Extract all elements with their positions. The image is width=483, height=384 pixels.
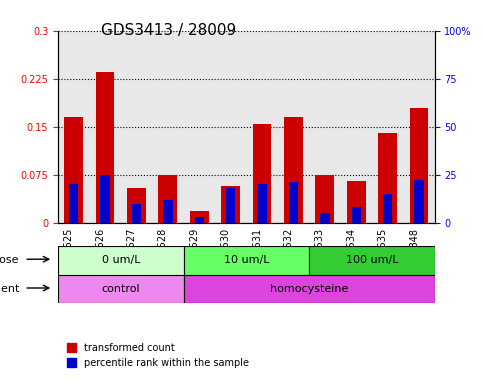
FancyBboxPatch shape bbox=[58, 275, 184, 303]
Bar bbox=[257, 184, 267, 223]
Text: 10 um/L: 10 um/L bbox=[224, 255, 269, 265]
Bar bbox=[352, 207, 361, 223]
Bar bbox=[158, 175, 177, 223]
FancyBboxPatch shape bbox=[58, 246, 184, 275]
Legend: transformed count, percentile rank within the sample: transformed count, percentile rank withi… bbox=[63, 339, 253, 372]
Bar bbox=[190, 211, 209, 223]
Bar bbox=[284, 117, 303, 223]
Bar bbox=[347, 181, 366, 223]
Bar bbox=[378, 133, 397, 223]
Bar bbox=[221, 186, 240, 223]
FancyBboxPatch shape bbox=[184, 275, 435, 303]
Bar bbox=[414, 180, 424, 223]
Bar bbox=[226, 188, 235, 223]
Bar bbox=[100, 175, 110, 223]
Bar bbox=[315, 175, 334, 223]
Bar bbox=[96, 72, 114, 223]
Bar bbox=[69, 184, 78, 223]
Text: homocysteine: homocysteine bbox=[270, 284, 348, 294]
Bar bbox=[253, 124, 271, 223]
Text: GDS3413 / 28009: GDS3413 / 28009 bbox=[101, 23, 237, 38]
Bar bbox=[289, 182, 298, 223]
Text: agent: agent bbox=[0, 284, 19, 294]
Bar bbox=[383, 194, 392, 223]
Text: 0 um/L: 0 um/L bbox=[101, 255, 140, 265]
Bar bbox=[127, 187, 146, 223]
Bar bbox=[64, 117, 83, 223]
Text: 100 um/L: 100 um/L bbox=[346, 255, 398, 265]
Text: control: control bbox=[101, 284, 140, 294]
FancyBboxPatch shape bbox=[184, 246, 309, 275]
FancyBboxPatch shape bbox=[309, 246, 435, 275]
Text: dose: dose bbox=[0, 255, 19, 265]
Bar bbox=[195, 217, 204, 223]
Bar bbox=[132, 204, 141, 223]
Bar bbox=[163, 200, 172, 223]
Bar bbox=[410, 108, 428, 223]
Bar bbox=[320, 213, 329, 223]
